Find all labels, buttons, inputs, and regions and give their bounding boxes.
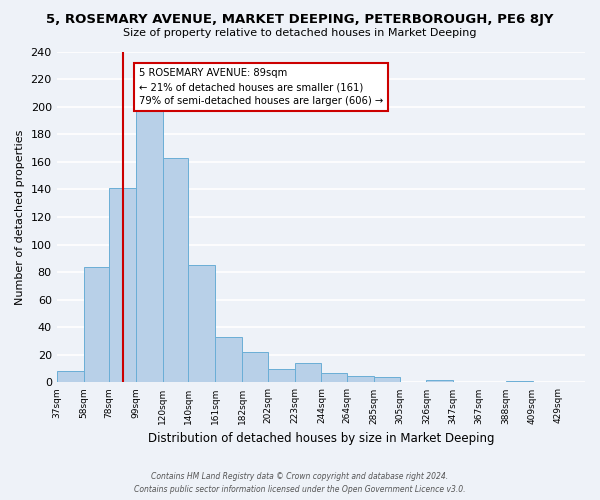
Bar — [427, 380, 453, 382]
Text: 5 ROSEMARY AVENUE: 89sqm
← 21% of detached houses are smaller (161)
79% of semi-: 5 ROSEMARY AVENUE: 89sqm ← 21% of detach… — [139, 68, 383, 106]
Text: Size of property relative to detached houses in Market Deeping: Size of property relative to detached ho… — [123, 28, 477, 38]
Bar — [322, 373, 347, 382]
Bar — [295, 363, 322, 382]
Bar — [242, 352, 268, 382]
Bar — [109, 188, 136, 382]
Y-axis label: Number of detached properties: Number of detached properties — [15, 130, 25, 304]
Text: Contains HM Land Registry data © Crown copyright and database right 2024.
Contai: Contains HM Land Registry data © Crown c… — [134, 472, 466, 494]
Text: 5, ROSEMARY AVENUE, MARKET DEEPING, PETERBOROUGH, PE6 8JY: 5, ROSEMARY AVENUE, MARKET DEEPING, PETE… — [46, 12, 554, 26]
Bar — [136, 108, 163, 382]
Bar — [163, 158, 188, 382]
Bar — [83, 266, 109, 382]
Bar — [374, 377, 400, 382]
Bar — [215, 337, 242, 382]
Bar — [56, 372, 83, 382]
Bar — [268, 368, 295, 382]
X-axis label: Distribution of detached houses by size in Market Deeping: Distribution of detached houses by size … — [148, 432, 494, 445]
Bar — [347, 376, 374, 382]
Bar — [506, 381, 533, 382]
Bar — [188, 265, 215, 382]
